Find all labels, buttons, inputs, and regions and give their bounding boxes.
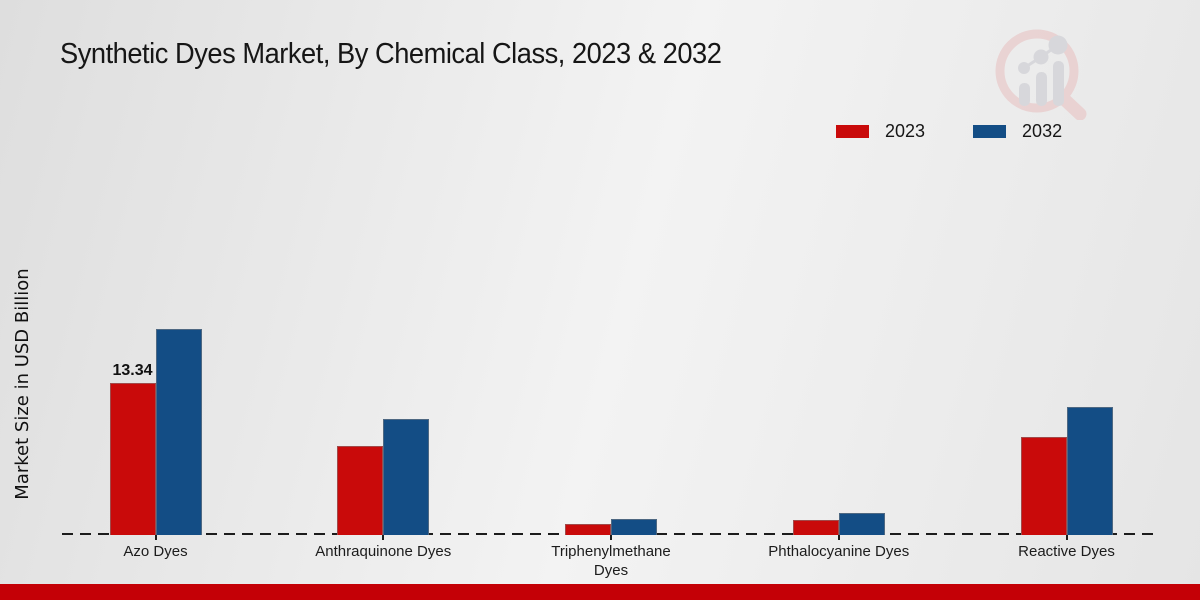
legend-item-2023: 2023 bbox=[836, 121, 925, 142]
x-tick bbox=[154, 535, 157, 540]
bar-2023-anthraquinone-dyes bbox=[337, 446, 384, 535]
bar-2032-anthraquinone-dyes bbox=[383, 418, 430, 535]
footer-accent-bar bbox=[0, 584, 1200, 600]
bar-2023-triphenylmethane-dyes bbox=[565, 523, 611, 535]
x-axis-labels: Azo Dyes Anthraquinone Dyes Triphenylmetha… bbox=[62, 542, 1160, 586]
legend-item-2032: 2032 bbox=[973, 121, 1062, 142]
x-tick bbox=[1065, 535, 1068, 540]
legend: 2023 2032 bbox=[836, 121, 1062, 142]
bar-2032-reactive-dyes bbox=[1066, 407, 1113, 535]
x-tick bbox=[382, 535, 385, 540]
legend-swatch-2032 bbox=[973, 125, 1007, 138]
bar-2032-triphenylmethane-dyes bbox=[611, 519, 657, 535]
legend-swatch-2023 bbox=[836, 125, 869, 138]
x-tick bbox=[610, 535, 612, 540]
bar-2023-phthalocyanine-dyes bbox=[792, 520, 839, 535]
y-axis-label: Market Size in USD Billion bbox=[12, 268, 33, 500]
bar-value-label: 13.34 bbox=[112, 361, 153, 379]
x-category-label: Azo Dyes bbox=[123, 543, 188, 560]
x-category-label: Triphenylmethane Dyes bbox=[551, 543, 671, 579]
x-category-label: Reactive Dyes bbox=[1018, 543, 1115, 560]
legend-label-2032: 2032 bbox=[1022, 121, 1063, 141]
bar-2023-azo-dyes bbox=[109, 382, 156, 535]
x-axis-ticks bbox=[62, 535, 1160, 541]
plot-area: 13.34 bbox=[62, 0, 1160, 535]
x-category-label: Phthalocyanine Dyes bbox=[768, 543, 910, 560]
x-category-label: Anthraquinone Dyes bbox=[315, 543, 452, 560]
magnifier-bar-chart-logo-icon bbox=[995, 29, 1087, 120]
bar-2032-azo-dyes bbox=[155, 328, 202, 535]
chart-title: Synthetic Dyes Market, By Chemical Class… bbox=[60, 38, 722, 70]
legend-label-2023: 2023 bbox=[885, 121, 926, 141]
bar-2032-phthalocyanine-dyes bbox=[838, 513, 885, 535]
x-tick bbox=[837, 535, 840, 540]
bar-2023-reactive-dyes bbox=[1020, 437, 1067, 535]
